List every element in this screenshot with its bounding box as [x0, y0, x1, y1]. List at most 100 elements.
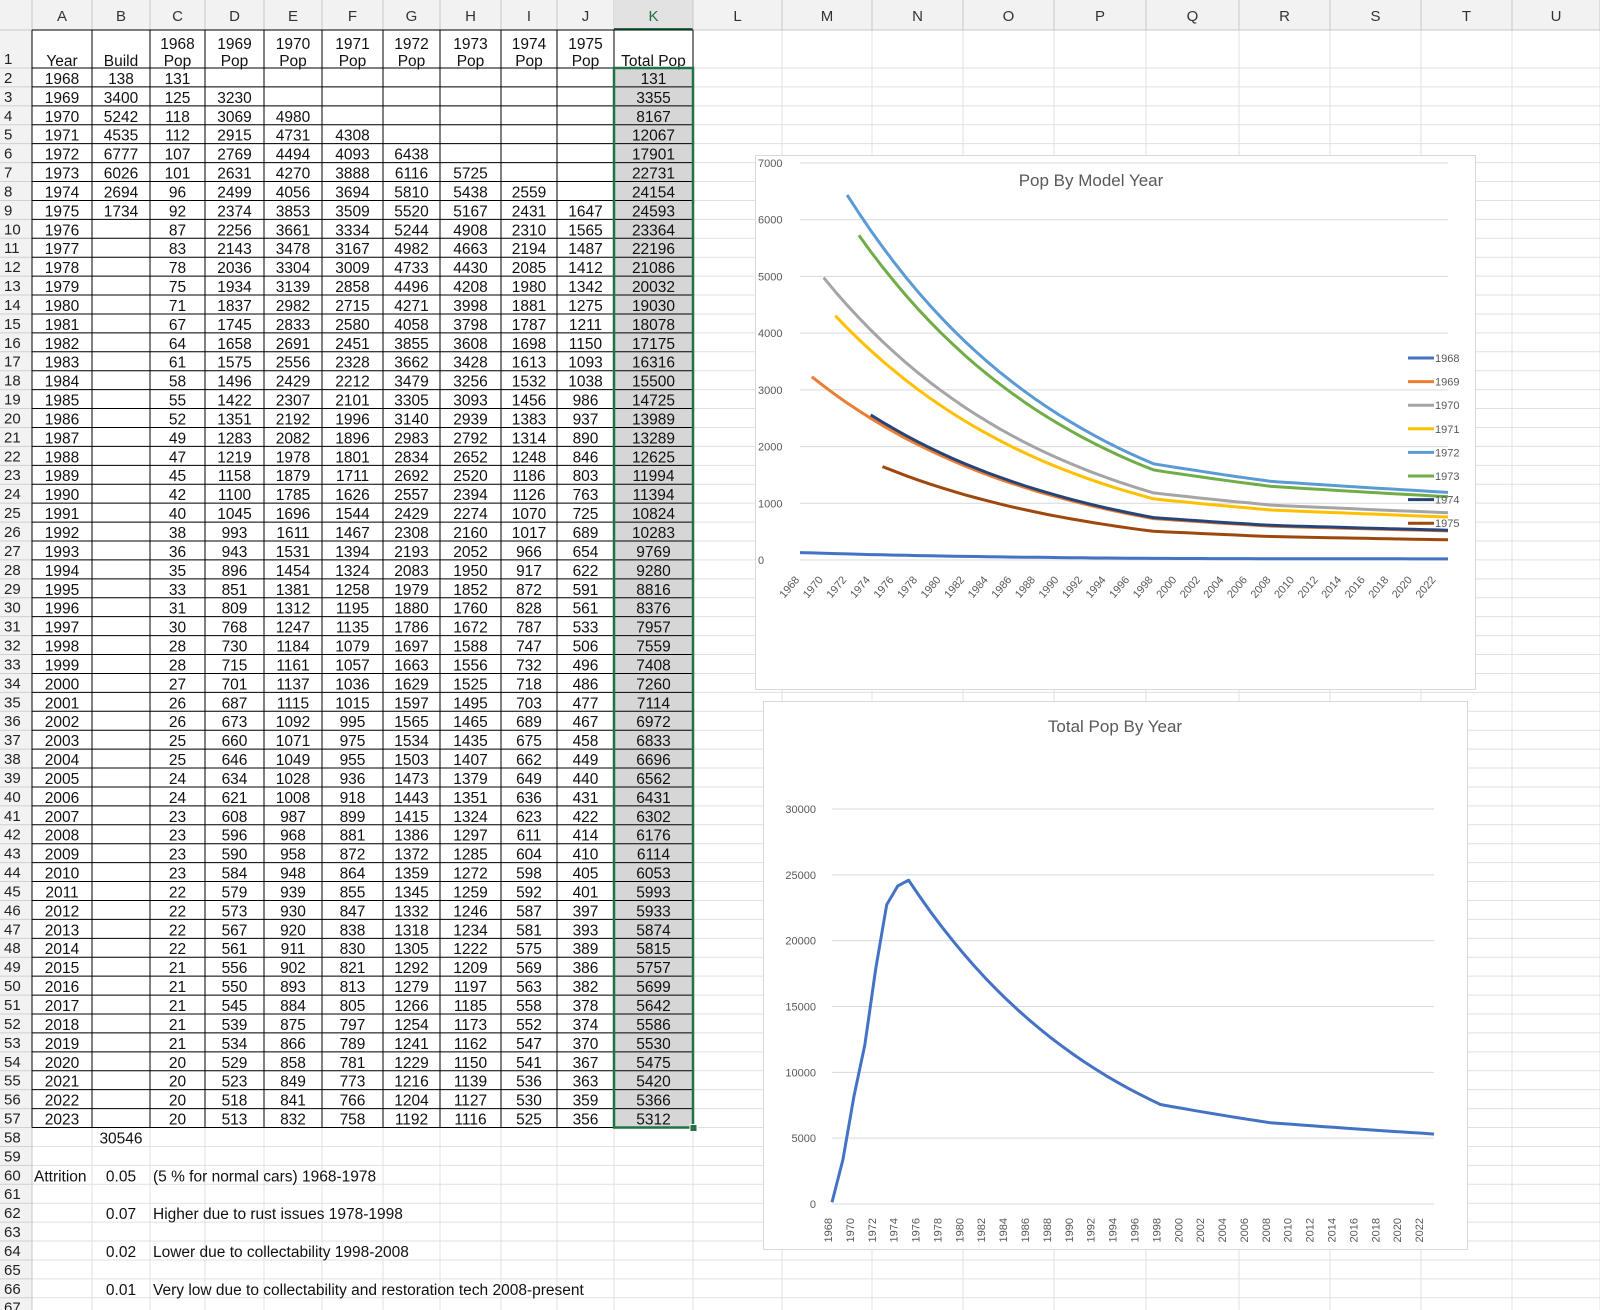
legend-item-1973[interactable]: 1973 — [1408, 471, 1459, 483]
cell[interactable]: 2014 — [45, 941, 80, 958]
cell[interactable]: 902 — [280, 960, 306, 977]
cell[interactable]: 768 — [222, 620, 248, 637]
cell[interactable]: 3334 — [335, 222, 370, 239]
cell[interactable]: 5420 — [636, 1074, 671, 1091]
cell[interactable]: 1184 — [276, 639, 310, 656]
fill-handle[interactable] — [689, 1124, 698, 1133]
column-header-q[interactable]: Q — [1187, 0, 1240, 30]
cell[interactable]: 1629 — [394, 676, 428, 693]
row-header-56[interactable]: 56 — [0, 1092, 32, 1110]
cell[interactable]: 1017 — [512, 525, 546, 542]
row-header-46[interactable]: 46 — [0, 902, 32, 920]
cell[interactable]: 21 — [169, 1017, 186, 1034]
row-header-57[interactable]: 57 — [0, 1111, 32, 1129]
row-header-23[interactable]: 23 — [0, 467, 32, 485]
cell[interactable]: 20 — [169, 1074, 187, 1091]
cell[interactable]: 67 — [169, 317, 186, 334]
header-cell-10[interactable]: Total Pop — [621, 53, 686, 70]
cell[interactable]: 20 — [169, 1112, 187, 1129]
cell[interactable]: 5475 — [636, 1055, 670, 1072]
cell[interactable]: 3479 — [394, 374, 428, 391]
cell[interactable]: 370 — [573, 1036, 599, 1053]
cell[interactable]: 849 — [280, 1074, 306, 1091]
cell[interactable]: 899 — [340, 809, 366, 826]
cell[interactable]: 1070 — [512, 506, 547, 523]
cell[interactable]: 958 — [280, 847, 306, 864]
cell[interactable]: 1219 — [217, 449, 251, 466]
cell[interactable]: 2085 — [512, 260, 546, 277]
cell[interactable]: 660 — [222, 733, 248, 750]
cell[interactable]: 3230 — [217, 90, 252, 107]
header-cell-0[interactable]: Year — [46, 53, 77, 70]
cell[interactable]: 5312 — [636, 1112, 670, 1129]
cell[interactable]: 9769 — [636, 544, 670, 561]
cell[interactable]: 1045 — [217, 506, 251, 523]
cell[interactable]: 955 — [340, 752, 366, 769]
cell[interactable]: 3355 — [636, 90, 670, 107]
cell[interactable]: 872 — [516, 582, 542, 599]
cell[interactable]: 1979 — [394, 582, 428, 599]
cell[interactable]: 590 — [222, 847, 248, 864]
cell[interactable]: 884 — [280, 998, 306, 1015]
row-header-43[interactable]: 43 — [0, 846, 32, 864]
cell[interactable]: 2000 — [45, 676, 80, 693]
cell[interactable]: 1473 — [394, 771, 428, 788]
cell[interactable]: 2052 — [453, 544, 487, 561]
legend-item-1971[interactable]: 1971 — [1408, 424, 1459, 436]
cell[interactable]: 1663 — [394, 657, 428, 674]
cell[interactable]: 28 — [169, 639, 186, 656]
cell[interactable]: 1234 — [453, 922, 488, 939]
cell[interactable]: 1241 — [394, 1036, 428, 1053]
cell[interactable]: 6026 — [104, 166, 138, 183]
cell[interactable]: 725 — [573, 506, 599, 523]
cell[interactable]: 2520 — [453, 468, 488, 485]
cell[interactable]: 4494 — [276, 147, 311, 164]
cell[interactable]: 918 — [340, 790, 366, 807]
cell[interactable]: 622 — [573, 563, 599, 580]
row-header-17[interactable]: 17 — [0, 354, 32, 372]
cell[interactable]: 1575 — [217, 355, 251, 372]
cell[interactable]: 22731 — [632, 166, 675, 183]
cell[interactable]: 131 — [641, 71, 667, 88]
cell[interactable]: 828 — [516, 601, 542, 618]
cell[interactable]: 1079 — [335, 639, 369, 656]
cell[interactable]: 1996 — [45, 601, 79, 618]
cell[interactable]: 2429 — [276, 374, 310, 391]
cell[interactable]: 1999 — [45, 657, 79, 674]
cell[interactable]: 758 — [340, 1112, 366, 1129]
row-header-45[interactable]: 45 — [0, 883, 32, 901]
cell[interactable]: 4663 — [453, 241, 487, 258]
cell[interactable]: 6438 — [394, 147, 428, 164]
cell[interactable]: 805 — [340, 998, 366, 1015]
cell[interactable]: 1565 — [394, 714, 428, 731]
cell[interactable]: 7408 — [636, 657, 670, 674]
cell[interactable]: 809 — [222, 601, 248, 618]
cell[interactable]: 2692 — [394, 468, 428, 485]
cell[interactable]: 16316 — [632, 355, 675, 372]
cell[interactable]: 634 — [222, 771, 248, 788]
cell[interactable]: 10824 — [632, 506, 675, 523]
cell[interactable]: 1093 — [568, 355, 602, 372]
cell[interactable]: 1745 — [217, 317, 251, 334]
cell[interactable]: 1980 — [45, 298, 80, 315]
row-header-14[interactable]: 14 — [0, 297, 32, 315]
cell[interactable]: 1456 — [512, 393, 546, 410]
cell[interactable]: 1544 — [335, 506, 370, 523]
cell[interactable]: 3009 — [335, 260, 369, 277]
cell[interactable]: 563 — [516, 979, 542, 996]
legend-item-1975[interactable]: 1975 — [1408, 518, 1459, 530]
cell[interactable]: 1412 — [568, 260, 602, 277]
row-header-35[interactable]: 35 — [0, 694, 32, 712]
cell[interactable]: 591 — [573, 582, 599, 599]
row-header-10[interactable]: 10 — [0, 221, 32, 239]
cell[interactable]: 1454 — [276, 563, 311, 580]
cell[interactable]: 3093 — [453, 393, 487, 410]
cell[interactable]: 1626 — [335, 487, 369, 504]
cell[interactable]: 71 — [169, 298, 186, 315]
cell[interactable]: 1973 — [45, 166, 79, 183]
cell[interactable]: 646 — [222, 752, 248, 769]
cell[interactable]: 19030 — [632, 298, 675, 315]
cell[interactable]: 4980 — [276, 109, 311, 126]
cell[interactable]: 3478 — [276, 241, 310, 258]
